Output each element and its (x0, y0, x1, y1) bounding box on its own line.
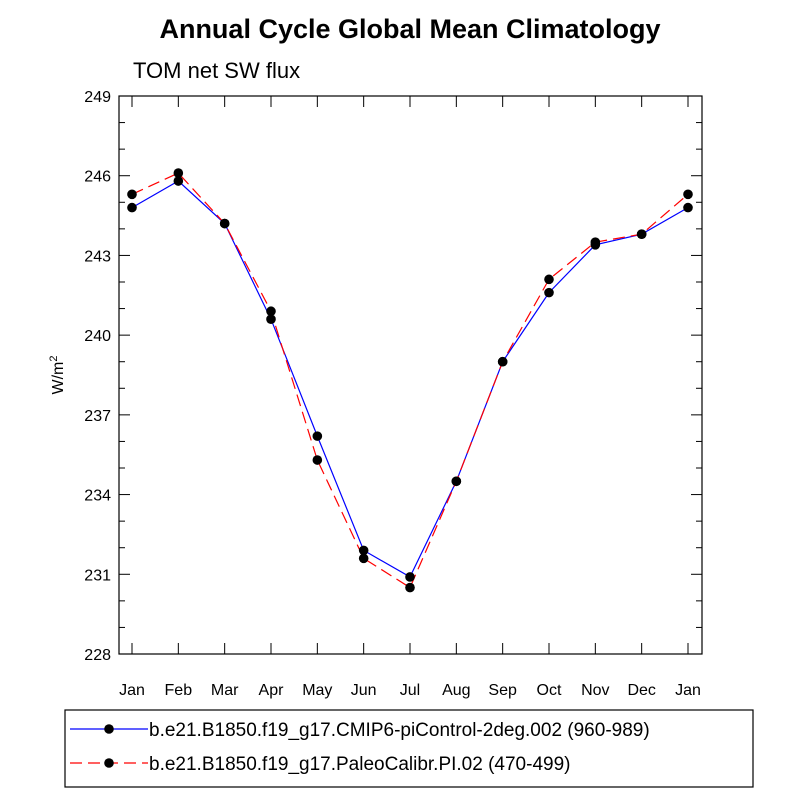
series-1-point (405, 572, 415, 582)
x-tick-labels: Jan Feb Mar Apr May Jun Jul Aug Sep Oct Nov Dec Jan (119, 682, 701, 699)
series-2-point (173, 168, 184, 178)
y-tick-label: 249 (84, 89, 111, 106)
chart-title: Annual Cycle Global Mean Climatology (159, 14, 660, 44)
plot-frame (118, 95, 703, 655)
x-tick-label: Apr (259, 682, 285, 699)
y-tick-labels: 228 231 234 237 240 243 246 249 (84, 89, 111, 664)
x-tick-label: Jun (351, 682, 377, 699)
x-tick-label: Jan (119, 682, 145, 699)
y-tick-label: 237 (84, 408, 111, 425)
series-2-point (451, 476, 462, 487)
x-tick-label: Dec (627, 682, 655, 699)
series-2-point (127, 189, 137, 200)
x-tick-label: Feb (165, 682, 193, 699)
y-tick-label: 228 (84, 647, 111, 664)
series-2-point (683, 189, 693, 200)
axis-ticks (119, 95, 702, 655)
series-2-point (219, 218, 230, 229)
series-1-point (127, 202, 137, 213)
y-tick-label: 243 (84, 248, 111, 265)
legend-marker-1 (104, 724, 114, 734)
y-tick-label: 231 (84, 567, 111, 584)
series-1-point (544, 287, 554, 298)
chart-subtitle: TOM net SW flux (133, 58, 300, 83)
legend: b.e21.B1850.f19_g17.CMIP6-piControl-2deg… (70, 720, 650, 775)
x-tick-label: Oct (537, 682, 562, 699)
series-layer (127, 168, 693, 593)
x-tick-label: Jul (400, 682, 420, 699)
series-2-point (358, 553, 369, 564)
x-tick-label: Sep (488, 682, 517, 699)
y-tick-label: 240 (84, 328, 111, 345)
legend-box (64, 709, 754, 788)
series-1-point (173, 176, 184, 186)
series-1-point (266, 314, 276, 325)
y-axis-label: W/m2 (48, 356, 67, 395)
series-2-point (544, 274, 554, 285)
series-2-point (636, 229, 647, 239)
series-line-2 (131, 172, 689, 589)
series-1-point (683, 202, 693, 213)
series-2-point (590, 237, 601, 247)
series-2-point (405, 582, 415, 593)
legend-label-2: b.e21.B1850.f19_g17.PaleoCalibr.PI.02 (4… (149, 754, 570, 775)
x-tick-label: Nov (581, 682, 609, 699)
x-tick-label: Mar (211, 682, 239, 699)
series-2-point (312, 455, 323, 465)
x-tick-label: May (302, 682, 332, 699)
series-1-point (312, 431, 323, 441)
y-tick-label: 234 (84, 488, 111, 505)
legend-label-1: b.e21.B1850.f19_g17.CMIP6-piControl-2deg… (149, 720, 650, 741)
series-1-point (358, 545, 369, 556)
y-tick-label: 246 (84, 169, 111, 186)
x-tick-label: Jan (675, 682, 701, 699)
series-2-point (497, 356, 508, 367)
x-tick-label: Aug (442, 682, 470, 699)
series-2-point (266, 306, 276, 317)
legend-marker-2 (104, 758, 114, 768)
